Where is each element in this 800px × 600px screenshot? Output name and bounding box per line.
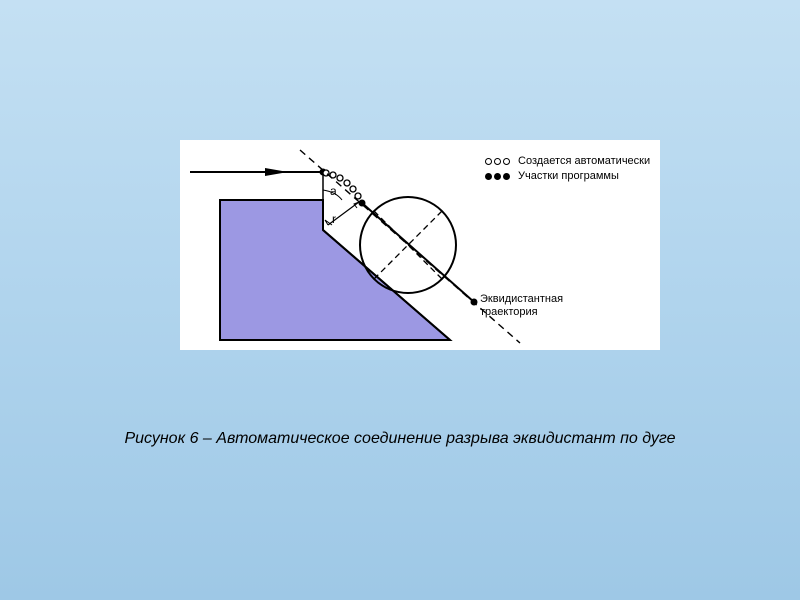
filled-circle-icon (485, 173, 492, 180)
dim-a-label: a (330, 184, 337, 198)
legend-auto-label: Создается автоматически (518, 155, 650, 167)
auto-arc-marker (350, 186, 356, 192)
trajectory-label-line2: траектория (480, 306, 563, 319)
figure-caption: Рисунок 6 – Автоматическое соединение ра… (40, 430, 760, 448)
open-circle-icon (494, 158, 501, 165)
filled-circle-icon (494, 173, 501, 180)
open-circle-icon (503, 158, 510, 165)
trajectory-label: Эквидистантная траектория (480, 293, 563, 319)
trajectory-label-line1: Эквидистантная (480, 293, 563, 306)
dim-r-label: r (332, 212, 336, 226)
auto-arc-marker (355, 193, 361, 199)
filled-circle-icon (503, 173, 510, 180)
legend-auto-markers (485, 158, 510, 165)
diagram-panel: a r Создается автоматически Участки прог… (180, 140, 660, 350)
open-circle-icon (485, 158, 492, 165)
auto-arc-marker (344, 180, 350, 186)
approach-arrow (265, 168, 288, 176)
legend-row-program: Участки программы (485, 170, 619, 182)
legend-row-auto: Создается автоматически (485, 155, 650, 167)
legend-program-markers (485, 173, 510, 180)
legend-program-label: Участки программы (518, 170, 619, 182)
auto-arc-marker (337, 175, 343, 181)
